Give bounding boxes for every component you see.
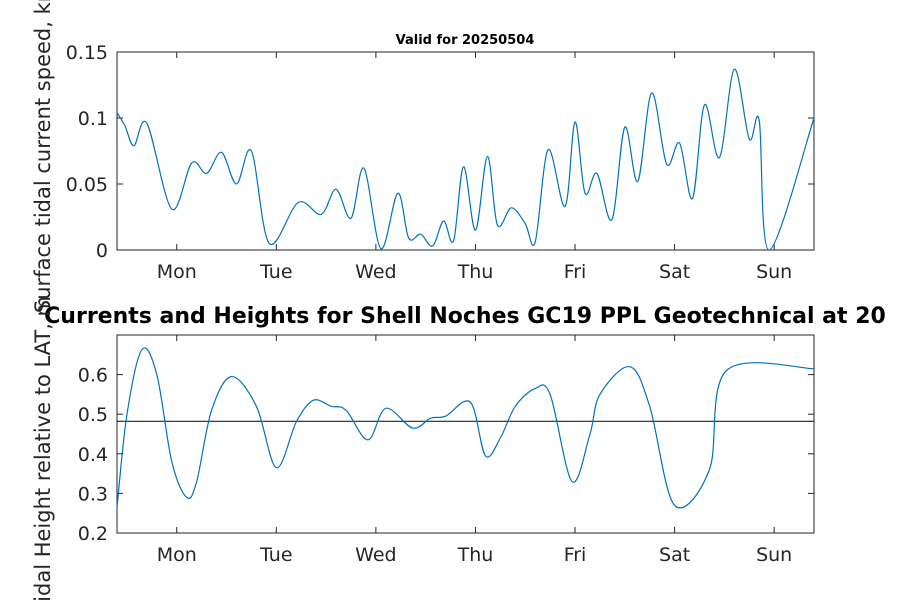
height-x-ticks: Mon Tue Wed Thu Fri Sat Sun — [157, 335, 792, 566]
speed-y-tick-label: 0.15 — [66, 42, 108, 64]
speed-y-tick-label: 0.1 — [78, 108, 108, 130]
height-y-tick-label: 0.2 — [78, 523, 108, 545]
height-x-tick-label: Mon — [157, 544, 197, 566]
height-y-tick-label: 0.6 — [78, 365, 108, 387]
height-x-tick-label: Fri — [564, 544, 587, 566]
speed-x-tick-label: Tue — [259, 261, 292, 283]
speed-x-tick-label: Wed — [355, 261, 396, 283]
speed-y-tick-label: 0.05 — [66, 174, 108, 196]
height-x-tick-label: Wed — [355, 544, 396, 566]
speed-panel: Valid for 20250504 0 0.05 0.1 0.15 Mon Tue We… — [31, 0, 815, 313]
height-x-tick-label: Sat — [659, 544, 690, 566]
height-plot-area — [116, 334, 815, 534]
speed-x-tick-label: Sun — [756, 261, 792, 283]
speed-x-tick-label: Mon — [157, 261, 197, 283]
height-series-line — [116, 347, 815, 509]
height-y-axis-label: Tidal Height relative to LAT, m — [31, 296, 55, 600]
speed-y-ticks: 0 0.05 0.1 0.15 — [66, 42, 814, 262]
speed-x-tick-label: Fri — [564, 261, 587, 283]
height-chart-title: Currents and Heights for Shell Noches GC… — [44, 304, 886, 329]
height-x-tick-label: Thu — [457, 544, 494, 566]
height-panel: Currents and Heights for Shell Noches GC… — [31, 296, 886, 600]
height-y-ticks: 0.2 0.3 0.4 0.5 0.6 — [78, 365, 814, 545]
height-y-tick-label: 0.5 — [78, 404, 108, 426]
height-x-tick-label: Sun — [756, 544, 792, 566]
speed-y-tick-label: 0 — [96, 240, 108, 262]
speed-x-tick-label: Sat — [659, 261, 690, 283]
height-x-tick-label: Tue — [259, 544, 292, 566]
height-y-tick-label: 0.3 — [78, 483, 108, 505]
speed-x-ticks: Mon Tue Wed Thu Fri Sat Sun — [157, 52, 792, 283]
speed-y-axis-label: Surface tidal current speed, kn — [31, 0, 55, 313]
speed-plot-area — [116, 51, 815, 251]
height-y-tick-label: 0.4 — [78, 444, 108, 466]
speed-chart-title: Valid for 20250504 — [396, 33, 535, 48]
speed-x-tick-label: Thu — [457, 261, 494, 283]
speed-series-line — [116, 68, 815, 251]
